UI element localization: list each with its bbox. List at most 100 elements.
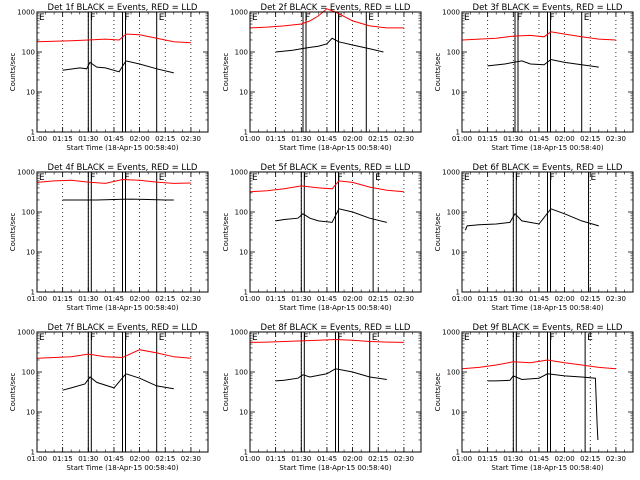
- x-tick-label: 02:15: [155, 135, 175, 143]
- marker-label: E: [587, 333, 593, 343]
- marker-label: F: [550, 13, 555, 23]
- y-axis-label: Counts/sec: [222, 373, 230, 412]
- y-tick-label: 1000: [442, 329, 460, 337]
- x-tick-label: 01:00: [27, 295, 47, 303]
- plot-frame: [249, 331, 422, 453]
- marker-label: E: [159, 13, 165, 23]
- chart-panel: 01:00 01:15 01:30 01:45 02:00 02:15 02:30 1 10 10…: [222, 323, 422, 472]
- marker-label: E: [464, 173, 470, 183]
- y-axis-label: Counts/sec: [9, 373, 17, 412]
- y-tick-label: 1: [244, 289, 248, 297]
- y-tick-label: 1000: [230, 9, 248, 17]
- plot-frame: [36, 331, 209, 453]
- chart-panel: 01:00 01:15 01:30 01:45 02:00 02:15 02:30 1 10 10…: [222, 163, 422, 312]
- x-tick-label: 02:30: [606, 135, 626, 143]
- marker-label: E: [464, 333, 470, 343]
- plot-frame: [36, 11, 209, 133]
- chart-title: Det 2f BLACK = Events, RED = LLD: [261, 3, 411, 13]
- x-tick-label: 01:30: [291, 135, 311, 143]
- marker-label: E: [39, 13, 45, 23]
- marker-label: E: [375, 173, 381, 183]
- y-tick-label: 1: [456, 289, 460, 297]
- x-tick-label: 02:15: [155, 295, 175, 303]
- y-axis-label: Counts/sec: [222, 213, 230, 252]
- x-axis-label: Start Time (18-Apr-15 00:58:40): [279, 304, 391, 312]
- marker-label: F: [517, 13, 522, 23]
- x-tick-label: 02:00: [343, 455, 363, 463]
- lld-series-line: [249, 180, 404, 193]
- x-tick-label: 02:15: [368, 455, 388, 463]
- x-tick-label: 02:15: [580, 295, 600, 303]
- y-tick-label: 100: [235, 49, 248, 57]
- x-tick-label: 01:15: [478, 135, 498, 143]
- marker-label: E: [372, 333, 378, 343]
- y-tick-label: 1: [31, 289, 35, 297]
- chart-panel: 01:00 01:15 01:30 01:45 02:00 02:15 02:30 1 10 10…: [9, 163, 209, 312]
- y-tick-label: 100: [447, 369, 460, 377]
- x-tick-label: 02:15: [580, 455, 600, 463]
- x-tick-label: 01:00: [240, 455, 260, 463]
- x-tick-label: 02:30: [394, 295, 414, 303]
- x-tick-label: 01:00: [240, 295, 260, 303]
- x-tick-label: 01:00: [452, 135, 472, 143]
- y-axis-label: Counts/sec: [434, 213, 442, 252]
- chart-panel: 01:00 01:15 01:30 01:45 02:00 02:15 02:30 1 10 10…: [434, 323, 634, 472]
- y-tick-label: 100: [22, 209, 35, 217]
- lld-series-line: [36, 178, 191, 184]
- x-tick-label: 02:30: [606, 295, 626, 303]
- x-tick-label: 02:00: [343, 135, 363, 143]
- x-tick-label: 01:00: [27, 135, 47, 143]
- marker-label: F: [550, 173, 555, 183]
- y-axis-label: Counts/sec: [9, 213, 17, 252]
- events-series-line: [275, 208, 387, 223]
- x-tick-label: 01:45: [317, 135, 337, 143]
- marker-label: E: [159, 333, 165, 343]
- y-tick-label: 10: [239, 249, 248, 257]
- x-tick-label: 01:45: [317, 455, 337, 463]
- marker-label: F: [338, 173, 343, 183]
- marker-label: E: [591, 173, 597, 183]
- y-tick-label: 1000: [230, 329, 248, 337]
- x-tick-label: 01:30: [78, 455, 98, 463]
- y-tick-label: 100: [235, 369, 248, 377]
- marker-label: F: [90, 13, 95, 23]
- marker-label: E: [159, 173, 165, 183]
- chart-title: Det 1f BLACK = Events, RED = LLD: [48, 3, 198, 13]
- y-tick-label: 10: [26, 249, 35, 257]
- x-tick-label: 02:30: [181, 295, 201, 303]
- x-tick-label: 02:30: [394, 135, 414, 143]
- x-tick-label: 02:00: [555, 455, 575, 463]
- chart-panel: 01:00 01:15 01:30 01:45 02:00 02:15 02:30 1 10 10…: [9, 3, 209, 152]
- x-tick-label: 01:30: [503, 295, 523, 303]
- x-tick-label: 02:00: [130, 135, 150, 143]
- lld-series-line: [36, 33, 191, 44]
- y-tick-label: 1: [244, 129, 248, 137]
- chart-panel: 01:00 01:15 01:30 01:45 02:00 02:15 02:30 1 10 10…: [434, 163, 634, 312]
- y-tick-label: 10: [239, 89, 248, 97]
- x-tick-label: 02:15: [155, 455, 175, 463]
- plot-frame: [249, 11, 422, 133]
- x-tick-label: 01:15: [266, 295, 286, 303]
- marker-label: F: [90, 173, 95, 183]
- marker-label: F: [303, 173, 308, 183]
- x-tick-label: 01:00: [452, 455, 472, 463]
- chart-title: Det 3f BLACK = Events, RED = LLD: [473, 3, 623, 13]
- y-tick-label: 100: [447, 49, 460, 57]
- y-tick-label: 1: [31, 129, 35, 137]
- x-tick-label: 01:15: [478, 455, 498, 463]
- marker-label: E: [584, 13, 590, 23]
- marker-label: F: [303, 333, 308, 343]
- x-tick-label: 01:30: [503, 135, 523, 143]
- lld-series-line: [461, 31, 616, 41]
- y-tick-label: 10: [26, 409, 35, 417]
- y-tick-label: 1000: [17, 169, 35, 177]
- x-axis-label: Start Time (18-Apr-15 00:58:40): [491, 304, 603, 312]
- x-tick-label: 01:15: [478, 295, 498, 303]
- y-axis-label: Counts/sec: [9, 53, 17, 92]
- events-series-line: [62, 60, 174, 74]
- x-tick-label: 02:15: [368, 135, 388, 143]
- chart-title: Det 5f BLACK = Events, RED = LLD: [261, 163, 411, 173]
- x-tick-label: 01:45: [529, 455, 549, 463]
- chart-panel: 01:00 01:15 01:30 01:45 02:00 02:15 02:30 1 10 10…: [9, 323, 209, 472]
